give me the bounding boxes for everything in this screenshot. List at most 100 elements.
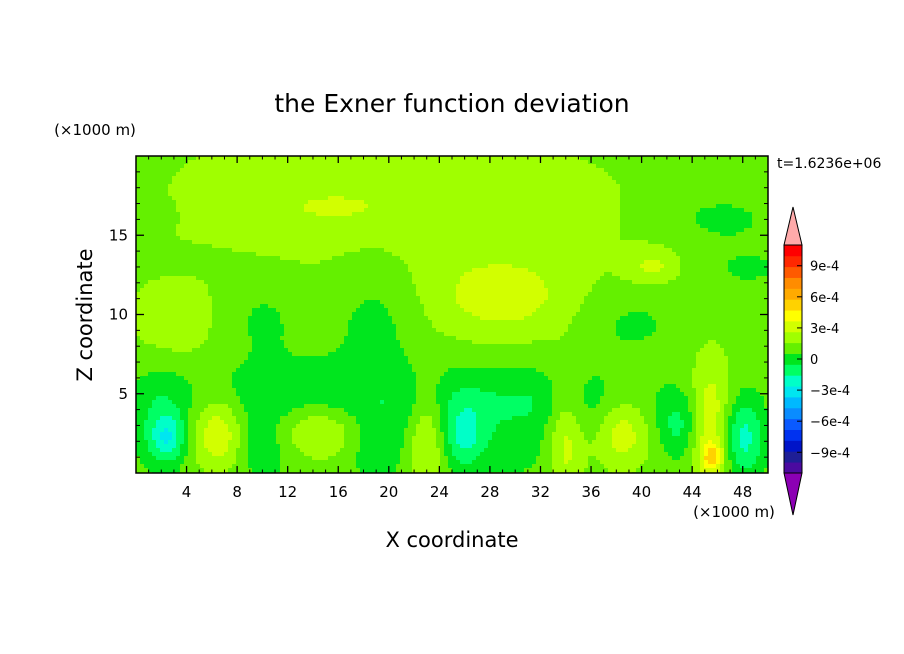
field-cell <box>492 248 497 253</box>
field-cell <box>268 176 273 181</box>
field-cell <box>728 172 733 177</box>
field-cell <box>476 252 481 257</box>
field-cell <box>336 172 341 177</box>
field-cell <box>392 156 397 161</box>
field-cell <box>240 160 245 165</box>
field-cell <box>700 156 705 161</box>
field-cell <box>548 176 553 181</box>
field-cell <box>584 208 589 213</box>
field-cell <box>256 204 261 209</box>
field-cell <box>608 176 613 181</box>
field-cell <box>588 212 593 217</box>
field-cell <box>136 184 141 189</box>
field-cell <box>672 224 677 229</box>
field-cell <box>472 280 477 285</box>
field-cell <box>432 280 437 285</box>
field-cell <box>288 156 293 161</box>
field-cell <box>216 264 221 269</box>
field-cell <box>276 268 281 273</box>
field-cell <box>584 212 589 217</box>
field-cell <box>616 248 621 253</box>
field-cell <box>192 188 197 193</box>
field-cell <box>360 168 365 173</box>
field-cell <box>440 196 445 201</box>
field-cell <box>276 280 281 285</box>
field-cell <box>640 176 645 181</box>
field-cell <box>608 212 613 217</box>
field-cell <box>416 156 421 161</box>
field-cell <box>412 184 417 189</box>
field-cell <box>692 196 697 201</box>
field-cell <box>388 164 393 169</box>
field-cell <box>712 220 717 225</box>
field-cell <box>448 180 453 185</box>
field-cell <box>220 196 225 201</box>
field-cell <box>384 232 389 237</box>
field-cell <box>504 212 509 217</box>
field-cell <box>528 212 533 217</box>
field-cell <box>604 236 609 241</box>
field-cell <box>692 248 697 253</box>
field-cell <box>520 260 525 265</box>
field-cell <box>644 244 649 249</box>
field-cell <box>640 168 645 173</box>
field-cell <box>468 180 473 185</box>
field-cell <box>404 220 409 225</box>
field-cell <box>384 256 389 261</box>
field-cell <box>196 216 201 221</box>
field-cell <box>712 244 717 249</box>
field-cell <box>576 184 581 189</box>
field-cell <box>576 256 581 261</box>
field-cell <box>376 160 381 165</box>
field-cell <box>464 256 469 261</box>
field-cell <box>288 196 293 201</box>
field-cell <box>552 216 557 221</box>
field-cell <box>756 204 761 209</box>
field-cell <box>156 264 161 269</box>
field-cell <box>504 184 509 189</box>
field-cell <box>644 252 649 257</box>
field-cell <box>512 248 517 253</box>
field-cell <box>308 272 313 277</box>
field-cell <box>244 168 249 173</box>
field-cell <box>272 192 277 197</box>
field-cell <box>200 236 205 241</box>
field-cell <box>276 256 281 261</box>
field-cell <box>568 268 573 273</box>
field-cell <box>392 272 397 277</box>
field-cell <box>204 184 209 189</box>
field-cell <box>572 248 577 253</box>
field-cell <box>628 252 633 257</box>
field-cell <box>448 268 453 273</box>
field-cell <box>300 228 305 233</box>
field-cell <box>304 236 309 241</box>
field-cell <box>248 256 253 261</box>
field-cell <box>732 252 737 257</box>
field-cell <box>176 240 181 245</box>
field-cell <box>764 276 769 281</box>
field-cell <box>184 208 189 213</box>
field-cell <box>472 268 477 273</box>
field-cell <box>416 240 421 245</box>
field-cell <box>600 220 605 225</box>
field-cell <box>760 208 765 213</box>
field-cell <box>148 276 153 281</box>
field-cell <box>484 172 489 177</box>
field-cell <box>688 268 693 273</box>
field-cell <box>340 176 345 181</box>
field-cell <box>352 196 357 201</box>
field-cell <box>420 216 425 221</box>
field-cell <box>204 188 209 193</box>
field-cell <box>244 196 249 201</box>
field-cell <box>144 248 149 253</box>
field-cell <box>440 248 445 253</box>
field-cell <box>708 220 713 225</box>
field-cell <box>260 188 265 193</box>
field-cell <box>664 204 669 209</box>
field-cell <box>232 228 237 233</box>
field-cell <box>508 196 513 201</box>
field-cell <box>440 228 445 233</box>
field-cell <box>500 172 505 177</box>
field-cell <box>592 224 597 229</box>
field-cell <box>676 172 681 177</box>
